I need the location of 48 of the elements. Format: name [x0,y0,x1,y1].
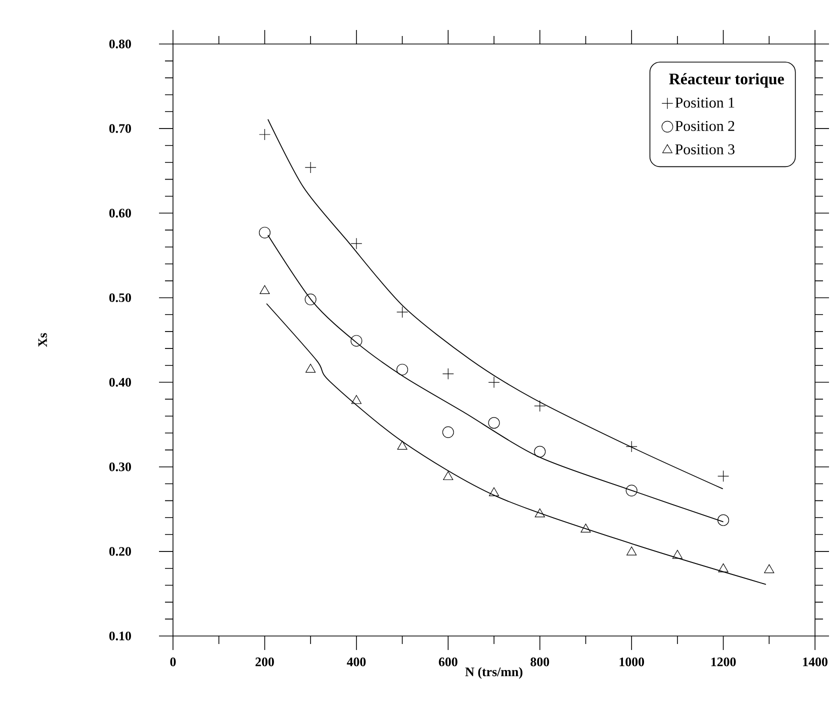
point [396,364,408,376]
y-tick-label: 0.30 [109,462,131,472]
point [442,426,454,438]
line-series [266,303,766,585]
x-tick-label: 200 [256,658,274,666]
point [718,563,728,572]
point [260,285,270,294]
x-axis-title: N (trs/mn) [465,667,522,679]
point [580,524,591,532]
x-tick-label: 0 [170,658,176,666]
point [306,364,316,373]
point [718,514,730,526]
y-tick-label: 0.10 [109,632,131,640]
point [672,550,682,559]
point [443,471,454,480]
point [350,335,362,347]
point [488,487,500,496]
point [351,395,362,404]
point [397,440,408,450]
legend-label: Position 3 [675,144,734,154]
point [396,306,408,318]
x-tick-label: 1000 [620,658,644,666]
point [258,226,270,238]
legend-label: Position 2 [675,120,734,132]
point [488,417,500,429]
y-tick-label: 0.80 [109,40,131,48]
y-tick-label: 0.60 [109,208,131,218]
y-tick-label: 0.40 [109,378,131,387]
point [764,564,774,574]
point [718,470,730,482]
x-tick-label: 1400 [803,658,828,666]
x-tick-label: 800 [530,658,550,666]
y-axis-title: Xs [38,333,47,347]
line-series [267,118,724,490]
legend-label: Position 1 [675,98,734,108]
legend-title: Réacteur torique [669,73,784,88]
point [626,484,638,496]
point [534,446,546,458]
y-tick-label: 0.50 [109,293,131,302]
point [534,508,545,518]
point [258,128,270,140]
x-tick-label: 1200 [711,658,736,666]
point [626,546,637,556]
y-tick-label: 0.70 [109,124,131,133]
x-tick-label: 600 [438,658,458,666]
point [304,294,316,306]
x-tick-label: 400 [346,658,366,666]
y-tick-label: 0.20 [109,547,131,556]
